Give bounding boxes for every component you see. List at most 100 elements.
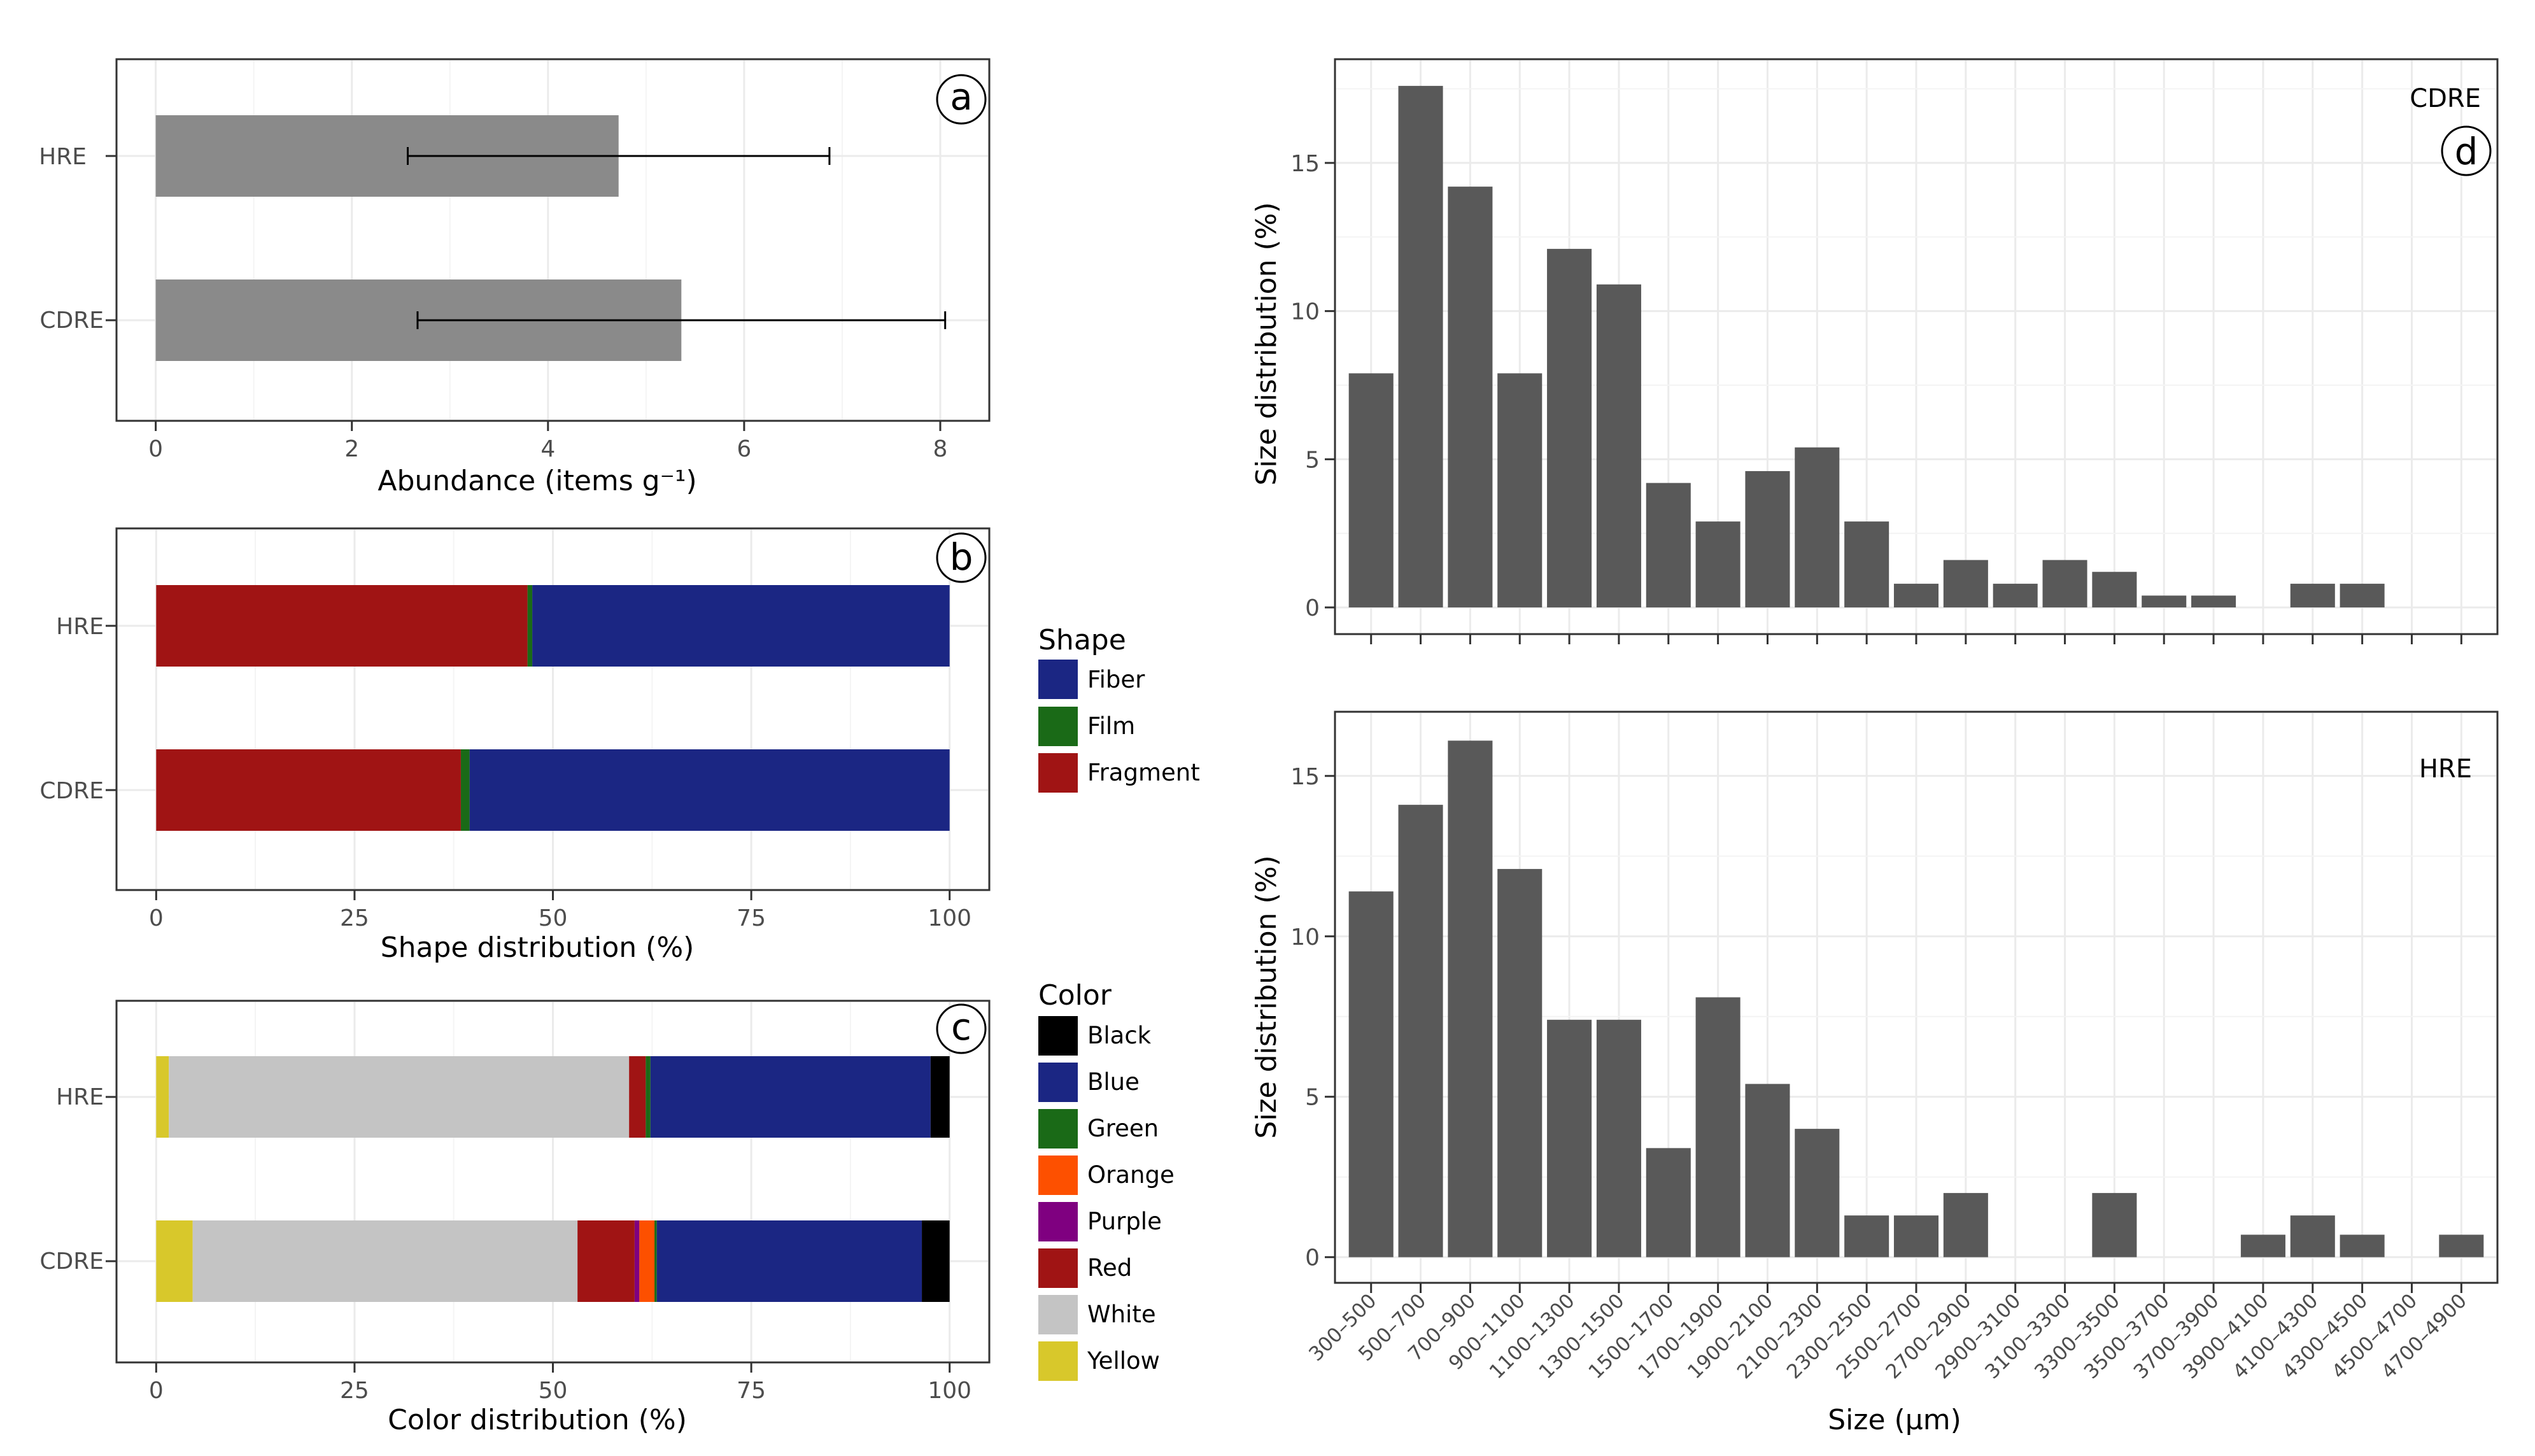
legend-key-blue (1038, 1063, 1078, 1102)
panel-c-ytick-hre: HRE (56, 1084, 104, 1110)
d2-bar-3 (1497, 868, 1543, 1257)
d2-ytick-label: 15 (1290, 764, 1320, 790)
d1-bar-2 (1448, 187, 1493, 608)
d1-bar-9 (1795, 447, 1840, 608)
stacked-bar-hre-black (930, 1056, 950, 1138)
panel-a-badge (936, 74, 987, 125)
stacked-bar-hre-green (646, 1056, 651, 1138)
d2-bar-18 (2240, 1234, 2285, 1257)
stacked-bar-hre-red (629, 1056, 646, 1138)
d1-bar-14 (2042, 560, 2087, 608)
d2-bar-10 (1844, 1215, 1889, 1257)
d2-bar-5 (1596, 1019, 1641, 1257)
panel-a: HRE CDRE 0 2 4 6 8 Abundance (items g⁻¹) a (39, 58, 991, 497)
panel-a-xticks: 0 2 4 6 8 (148, 421, 947, 462)
panel-a-xtick-label: 4 (540, 436, 555, 462)
d2-ytick-label: 5 (1305, 1085, 1320, 1111)
panel-c-xtick-label: 0 (149, 1378, 164, 1404)
d1-ytick-label: 10 (1290, 299, 1320, 325)
d1-bar-1 (1398, 85, 1443, 608)
d2-ytick-label: 10 (1290, 924, 1320, 951)
panel-b-label: b (950, 535, 973, 579)
panel-a-marks (155, 115, 947, 361)
stacked-bar-cdre-black (922, 1220, 950, 1302)
d1-bar-11 (1893, 583, 1939, 608)
panel-c-marks (156, 1056, 950, 1302)
d2-bar-19 (2290, 1215, 2335, 1257)
panel-d-hre-xlabel: Size (μm) (1828, 1404, 1961, 1436)
legend-key-red (1038, 1248, 1078, 1288)
stacked-bar-cdre-fiber (469, 749, 950, 831)
panel-d-cdre-title: CDRE (2410, 84, 2481, 113)
d1-bar-3 (1497, 373, 1543, 608)
panel-d-cdre: 0 5 10 15 Size distribution (%) CDRE d (1250, 58, 2499, 644)
d2-bar-12 (1943, 1192, 1988, 1257)
stacked-bar-cdre-film (460, 749, 470, 831)
panel-b-xticks: 0 25 50 75 100 (149, 890, 971, 931)
panel-c-xticks: 0 25 50 75 100 (149, 1362, 971, 1404)
stacked-bar-hre-blue (650, 1056, 931, 1138)
d1-bar-13 (1993, 583, 2038, 608)
d2-bar-1 (1398, 805, 1443, 1257)
d2-bar-9 (1795, 1129, 1840, 1257)
legend-label-red: Red (1087, 1254, 1132, 1282)
d1-ytick-label: 15 (1290, 151, 1320, 177)
panel-d-cdre-xtickmarks (1370, 634, 2462, 644)
panel-d-hre-title: HRE (2419, 754, 2472, 784)
legend-label-orange: Orange (1087, 1161, 1175, 1189)
stacked-bar-cdre-fragment (156, 749, 461, 831)
panel-d-cdre-marks (1348, 85, 2385, 608)
panel-a-xtick-label: 0 (148, 436, 163, 462)
panel-a-ytick-cdre: CDRE (39, 307, 104, 334)
panel-d-hre-marks (1348, 740, 2484, 1257)
panel-a-xtick-label: 2 (344, 436, 359, 462)
panel-c-label: c (951, 1005, 971, 1049)
d1-ytick-label: 0 (1305, 595, 1320, 621)
d2-bar-2 (1448, 740, 1493, 1257)
panel-d-cdre-ylabel: Size distribution (%) (1250, 202, 1283, 485)
panel-c-xlabel: Color distribution (%) (388, 1404, 687, 1436)
panel-b-badge (936, 532, 987, 583)
d1-bar-0 (1348, 373, 1394, 608)
legend-label-purple: Purple (1087, 1208, 1162, 1235)
panel-d-hre: 0 5 10 15 300–500500–700700–900900–11001100… (1250, 710, 2499, 1436)
panel-b-xtick-label: 75 (737, 905, 766, 931)
legend-label-blue: Blue (1087, 1068, 1140, 1096)
legend-label-yellow: Yellow (1087, 1347, 1160, 1375)
panel-c-xtick-label: 25 (340, 1378, 369, 1404)
d1-ytick-label: 5 (1305, 447, 1320, 473)
stacked-bar-hre-fragment (156, 585, 528, 667)
panel-c-xtick-label: 100 (928, 1378, 971, 1404)
legend-key-fiber (1038, 660, 1078, 699)
stacked-bar-cdre-green (654, 1220, 657, 1302)
panel-b-xtick-label: 100 (928, 905, 971, 931)
panel-a-frame (115, 58, 991, 422)
d1-bar-16 (2142, 595, 2187, 608)
d2-bar-11 (1893, 1215, 1939, 1257)
stacked-bar-cdre-yellow (156, 1220, 193, 1302)
legend-label-white: White (1087, 1301, 1156, 1328)
d2-bar-4 (1547, 1019, 1592, 1257)
d2-bar-0 (1348, 891, 1394, 1257)
panel-c-xtick-label: 75 (737, 1378, 766, 1404)
stacked-bar-cdre-white (192, 1220, 578, 1302)
d1-bar-12 (1943, 560, 1988, 608)
panel-b-ytick-cdre: CDRE (39, 778, 104, 804)
panel-c: HRE CDRE 0 25 50 75 100 Color distribution (… (39, 1000, 991, 1436)
d1-bar-19 (2290, 583, 2335, 608)
panel-b-xlabel: Shape distribution (%) (381, 931, 695, 964)
panel-b-xtick-label: 50 (539, 905, 568, 931)
panel-a-xlabel: Abundance (items g⁻¹) (378, 465, 696, 497)
panel-d-hre-yticks: 0 5 10 15 (1290, 764, 1335, 1271)
stacked-bar-cdre-purple (634, 1220, 640, 1302)
legend-key-orange (1038, 1156, 1078, 1195)
stacked-bar-cdre-blue (656, 1220, 922, 1302)
d1-bar-5 (1596, 284, 1641, 608)
shape-legend-title: Shape (1038, 624, 1126, 656)
d1-bar-15 (2092, 572, 2137, 608)
legend-label-black: Black (1087, 1022, 1152, 1049)
legend-label-film: Film (1087, 712, 1135, 740)
legend-label-fragment: Fragment (1087, 759, 1200, 786)
d1-bar-17 (2191, 595, 2236, 608)
